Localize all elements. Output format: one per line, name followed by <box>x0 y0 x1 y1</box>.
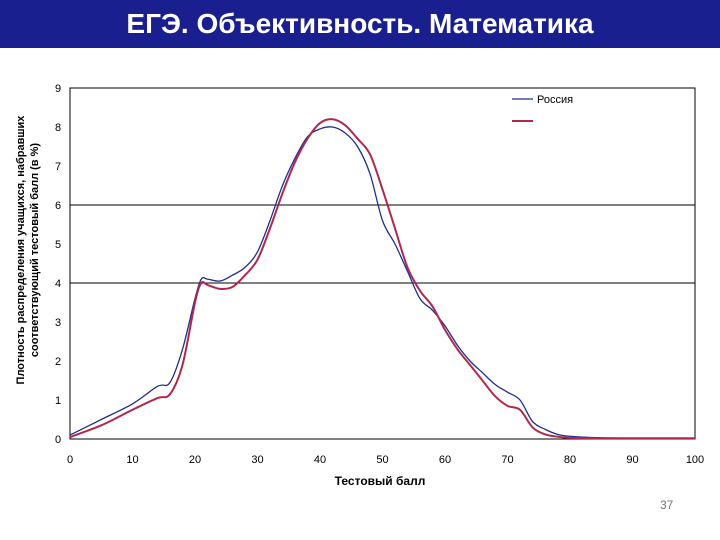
y-tick-label: 8 <box>55 122 61 134</box>
x-tick-label: 100 <box>686 454 704 466</box>
legend-label-1: Россия <box>537 94 573 106</box>
y-axis-label-line-2: соответствующий тестовый балл (в %) <box>29 142 41 358</box>
x-tick-label: 80 <box>564 454 576 466</box>
series-line-2 <box>69 118 695 440</box>
plot-area <box>69 87 696 440</box>
x-tick-label: 0 <box>67 454 73 466</box>
series-lines <box>69 118 695 440</box>
y-axis-label: Плотность распределения учащихся, набрав… <box>14 70 42 430</box>
x-tick-label: 50 <box>376 454 388 466</box>
y-axis-ticks: 0 1 2 3 4 5 6 7 8 9 <box>55 83 61 446</box>
y-tick-label: 5 <box>55 239 61 251</box>
x-tick-label: 70 <box>501 454 513 466</box>
x-tick-label: 30 <box>251 454 263 466</box>
slide-title: ЕГЭ. Объективность. Математика <box>126 8 594 39</box>
title-bar: ЕГЭ. Объективность. Математика <box>0 0 720 48</box>
reference-lines <box>70 204 695 284</box>
y-axis-label-wrap: Плотность распределения учащихся, набрав… <box>8 70 48 430</box>
page-number: 37 <box>660 498 674 512</box>
y-tick-label: 4 <box>55 278 61 290</box>
x-axis-ticks: 0 10 20 30 40 50 60 70 80 90 100 <box>67 454 704 466</box>
legend: Россия <box>512 94 573 122</box>
x-axis-label: Тестовый балл <box>334 474 426 488</box>
y-tick-label: 6 <box>55 200 61 212</box>
y-tick-label: 0 <box>55 434 61 446</box>
y-tick-label: 3 <box>55 317 61 329</box>
y-tick-label: 1 <box>55 395 61 407</box>
x-tick-label: 60 <box>439 454 451 466</box>
y-tick-label: 7 <box>55 161 61 173</box>
x-tick-label: 20 <box>189 454 201 466</box>
line-chart: 0 1 2 3 4 5 6 7 8 9 0 10 20 30 40 50 60 70 80 90 100 Россия <box>55 83 704 466</box>
x-tick-label: 40 <box>314 454 326 466</box>
x-tick-label: 10 <box>126 454 138 466</box>
series-line-1 <box>69 126 695 439</box>
y-tick-label: 2 <box>55 356 61 368</box>
y-axis-label-line-1: Плотность распределения учащихся, набрав… <box>15 115 27 385</box>
x-tick-label: 90 <box>626 454 638 466</box>
y-tick-label: 9 <box>55 83 61 95</box>
